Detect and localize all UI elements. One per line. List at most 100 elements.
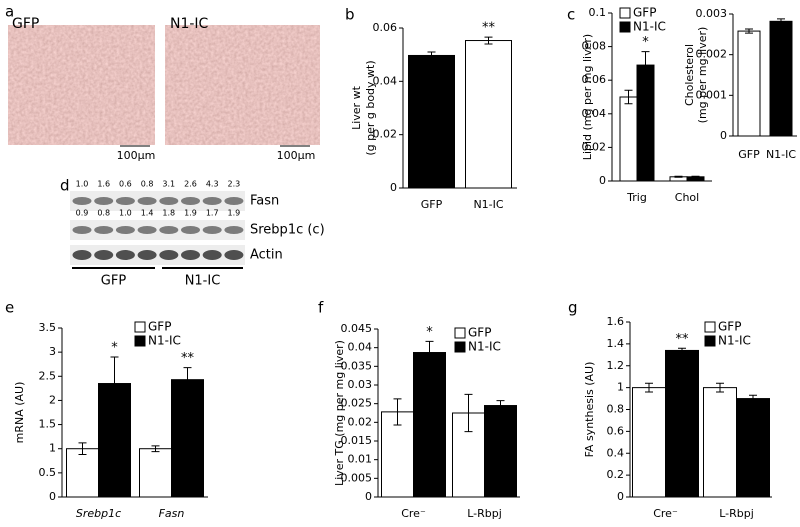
bar — [139, 448, 172, 498]
legend-swatch — [704, 321, 716, 333]
legend-label: GFP — [468, 326, 491, 340]
y-tick-label: 0.08 — [582, 40, 607, 53]
significance: * — [642, 35, 649, 50]
y-tick-label: 1.4 — [607, 337, 625, 350]
panel-letter: e — [5, 299, 14, 317]
legend-swatch — [619, 7, 631, 19]
quantification: 0.8 — [141, 180, 154, 189]
blot-band — [115, 250, 135, 260]
panel-letter: g — [568, 299, 578, 317]
legend-swatch — [454, 341, 466, 353]
panel-letter: a — [5, 3, 14, 21]
y-tick-label: 0.03 — [348, 378, 373, 391]
x-tick-label: Srebp1c — [76, 507, 121, 520]
blot-band — [181, 197, 200, 205]
blot-band — [72, 197, 92, 205]
error-bar — [645, 382, 653, 393]
legend-label: GFP — [633, 6, 656, 20]
bar — [769, 20, 793, 137]
error-bar — [464, 393, 473, 433]
error-bar — [393, 398, 402, 426]
y-tick-label: 0.02 — [373, 128, 398, 141]
blot-band — [137, 197, 157, 205]
error-bar — [641, 51, 650, 80]
y-tick-label: 3.5 — [39, 321, 57, 334]
bar — [736, 398, 770, 498]
legend-label: GFP — [148, 320, 171, 334]
bar — [171, 379, 204, 498]
y-axis-label: mRNA (AU) — [13, 382, 26, 444]
significance: * — [426, 325, 433, 340]
blot-band — [202, 226, 222, 234]
y-tick-label: 0.04 — [348, 341, 373, 354]
quantification: 1.9 — [184, 209, 197, 218]
y-tick-label: 0.06 — [373, 21, 398, 34]
error-bar — [151, 445, 160, 453]
x-tick-label: Trig — [626, 191, 647, 204]
y-tick-label: 0.015 — [341, 434, 373, 447]
bar — [413, 352, 446, 498]
bar — [484, 405, 517, 498]
blot-band — [159, 250, 179, 260]
y-tick-label: 0.005 — [341, 471, 373, 484]
y-axis-label: Cholesterol — [683, 44, 696, 106]
error-bar — [674, 175, 683, 178]
quantification: 1.6 — [97, 180, 110, 189]
bar — [636, 64, 655, 182]
y-tick-label: 0.003 — [696, 7, 728, 20]
significance: ** — [482, 21, 496, 36]
bar — [737, 30, 761, 137]
quantification: 4.3 — [206, 180, 219, 189]
significance: * — [111, 340, 118, 355]
y-tick-label: 1 — [617, 381, 624, 394]
y-tick-label: 2.5 — [39, 369, 57, 382]
y-tick-label: 0.035 — [341, 359, 373, 372]
y-axis-label: (g per g body wt) — [364, 60, 377, 155]
legend-swatch — [454, 327, 466, 339]
legend-swatch — [134, 321, 146, 333]
blot-band — [94, 250, 114, 260]
bar — [703, 387, 737, 498]
image-label: GFP — [12, 16, 39, 32]
y-tick-label: 0.04 — [582, 107, 607, 120]
y-tick-label: 0.2 — [607, 468, 625, 481]
blot-strip — [70, 245, 245, 265]
legend-label: N1-IC — [468, 340, 501, 354]
blot-band — [72, 226, 92, 234]
blot-band — [94, 226, 114, 234]
error-bar — [427, 51, 436, 60]
y-tick-label: 1.5 — [39, 418, 57, 431]
y-tick-label: 0.02 — [582, 140, 607, 153]
significance: ** — [676, 332, 690, 347]
error-bar — [691, 175, 700, 178]
y-tick-label: 0.002 — [696, 48, 728, 61]
y-tick-label: 2 — [49, 393, 56, 406]
group-label: N1-IC — [185, 274, 221, 289]
y-axis-label: FA synthesis (AU) — [583, 362, 596, 458]
blot-strip — [70, 220, 245, 240]
bar — [465, 40, 512, 189]
blot-band — [181, 226, 200, 234]
y-axis-label: Liver wt — [350, 85, 363, 129]
y-tick-label: 0 — [599, 174, 606, 187]
y-tick-label: 1.6 — [607, 315, 625, 328]
legend-label: N1-IC — [148, 334, 181, 348]
x-tick-label: Cre⁻ — [653, 507, 678, 520]
x-tick-label: GFP — [421, 198, 443, 211]
error-bar — [425, 340, 434, 365]
panel-letter: c — [567, 6, 575, 24]
blot-band — [115, 197, 135, 205]
blot-band — [224, 226, 244, 234]
blot-band — [72, 250, 92, 260]
y-tick-label: 0.4 — [607, 446, 625, 459]
x-tick-label: L-Rbpj — [467, 507, 502, 520]
blot-row-label: Srebp1c (c) — [250, 223, 325, 238]
significance: ** — [181, 351, 195, 366]
error-bar — [716, 382, 724, 393]
legend-swatch — [619, 21, 631, 33]
blot-band — [181, 250, 200, 260]
error-bar — [183, 367, 192, 393]
legend-swatch — [704, 335, 716, 347]
blot-row-label: Fasn — [250, 194, 279, 209]
